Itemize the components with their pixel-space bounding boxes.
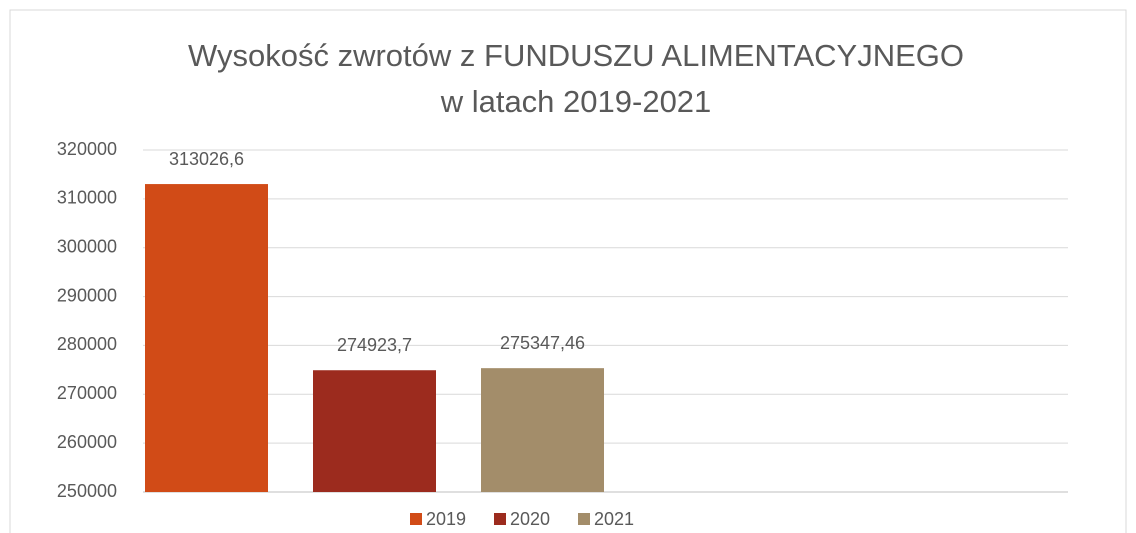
data-label: 313026,6 bbox=[169, 149, 244, 169]
y-tick-label: 260000 bbox=[57, 432, 117, 452]
chart-title: Wysokość zwrotów z FUNDUSZU ALIMENTACYJN… bbox=[188, 38, 964, 73]
legend-swatch bbox=[578, 513, 590, 525]
y-tick-label: 300000 bbox=[57, 236, 117, 256]
bar bbox=[313, 370, 436, 492]
legend-swatch bbox=[410, 513, 422, 525]
legend-label: 2019 bbox=[426, 509, 466, 529]
y-tick-label: 320000 bbox=[57, 139, 117, 159]
data-label: 275347,46 bbox=[500, 333, 585, 353]
bar bbox=[145, 184, 268, 492]
y-tick-label: 290000 bbox=[57, 285, 117, 305]
bar bbox=[481, 368, 604, 492]
y-tick-label: 270000 bbox=[57, 383, 117, 403]
legend-swatch bbox=[494, 513, 506, 525]
legend-label: 2021 bbox=[594, 509, 634, 529]
legend-label: 2020 bbox=[510, 509, 550, 529]
y-tick-label: 280000 bbox=[57, 334, 117, 354]
y-tick-label: 250000 bbox=[57, 481, 117, 501]
data-label: 274923,7 bbox=[337, 335, 412, 355]
chart-title: w latach 2019-2021 bbox=[440, 84, 712, 119]
y-tick-label: 310000 bbox=[57, 188, 117, 208]
